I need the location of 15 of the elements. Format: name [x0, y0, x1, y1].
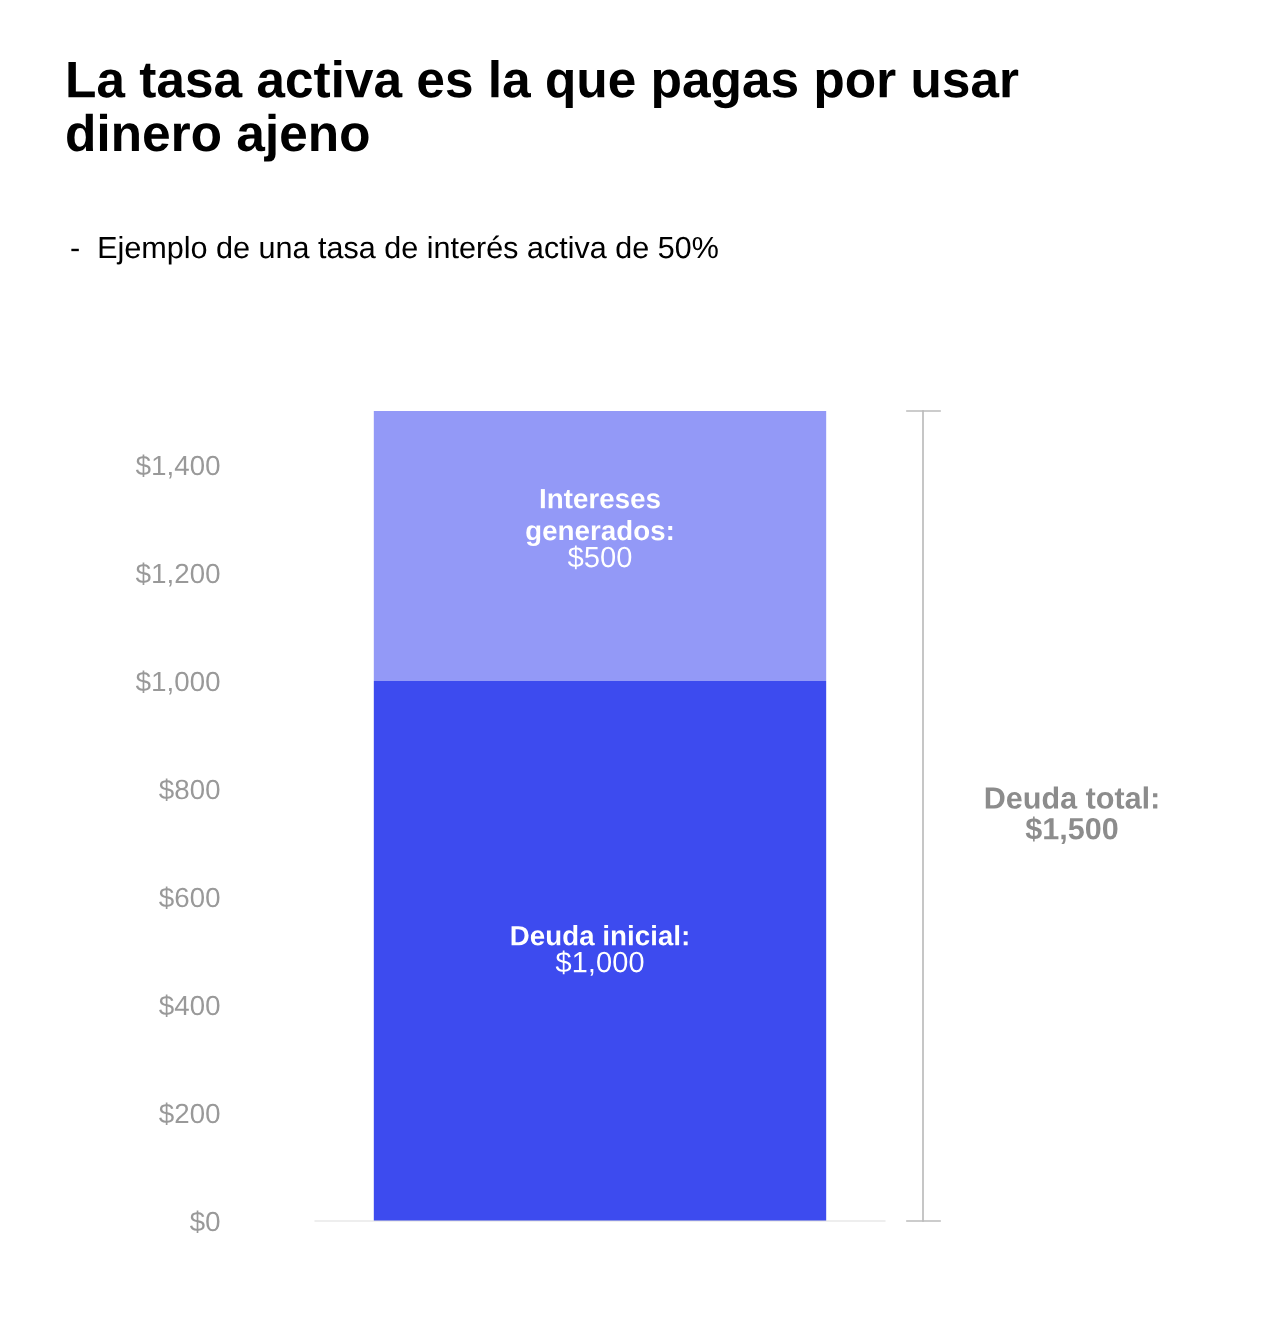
series-label: Intereses generados:: [526, 489, 673, 546]
y-tick-label: $600: [159, 886, 220, 909]
data-label: $500: [567, 545, 632, 570]
series-label: Deuda inicial:: [511, 925, 688, 946]
y-tick-label: $1,200: [135, 562, 220, 587]
y-tick-label: $1,000: [135, 670, 220, 695]
chart-title: La tasa activa es la que pagas por usar dinero ajeno: [67, 60, 1019, 162]
y-tick-label: $1,400: [135, 454, 220, 479]
y-tick-label: $800: [159, 778, 220, 801]
chart-subtitle: - Ejemplo de una tasa de interés activa de 50%: [71, 235, 718, 265]
data-label: $1,000: [555, 950, 644, 976]
y-tick-label: $0: [189, 1210, 220, 1233]
text: Deuda total: $1,500: [985, 786, 1158, 844]
y-tick-label: $200: [159, 1102, 220, 1125]
y-tick-label: $400: [159, 994, 220, 1017]
